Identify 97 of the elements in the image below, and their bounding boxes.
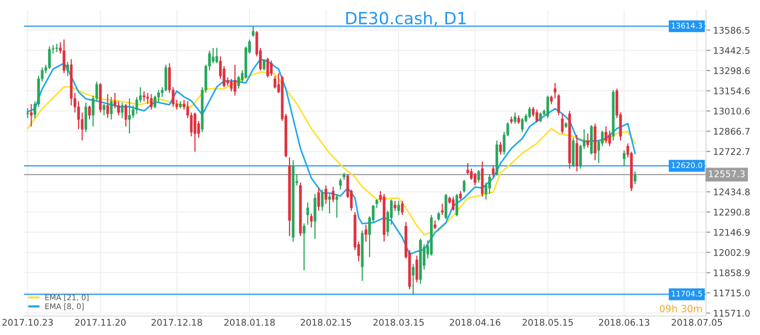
candlestick (306, 202, 310, 226)
candlestick (150, 94, 153, 110)
candlestick (560, 113, 564, 134)
candlestick (102, 103, 106, 116)
x-tick-label: 2018.02.15 (300, 318, 351, 326)
candlestick (339, 178, 342, 190)
candlestick (66, 61, 69, 77)
candlestick (146, 92, 150, 105)
line-series (26, 71, 636, 236)
candlestick (364, 224, 368, 242)
candlestick (215, 47, 218, 64)
candlestick (492, 165, 495, 178)
candlestick (462, 179, 466, 194)
candlestick (514, 112, 516, 124)
x-tick-label: 2018.05.15 (522, 318, 573, 326)
candlestick (310, 212, 313, 228)
candlestick (452, 196, 455, 212)
y-tick-label: 13586.5 (714, 26, 750, 34)
candlestick (262, 58, 266, 71)
x-tick-label: 2018.03.15 (373, 318, 424, 326)
candlestick (324, 184, 328, 204)
candlestick (302, 222, 306, 271)
candlestick (456, 193, 458, 217)
y-tick-label: 12866.7 (714, 128, 750, 135)
candlestick (120, 102, 124, 119)
candlestick (634, 170, 636, 185)
x-tick-label: 2018.01.18 (224, 318, 275, 326)
ref-line-label: 12557.3 (709, 170, 745, 178)
y-tick-label: 11858.9 (714, 269, 750, 276)
candlestick (536, 109, 538, 123)
y-tick-label: 12434.8 (714, 188, 750, 196)
x-tick-label: 2017.12.18 (152, 318, 202, 326)
candlestick (604, 126, 608, 144)
candlestick (317, 188, 320, 212)
x-tick-label: 2017.10.23 (2, 318, 53, 326)
candlestick (576, 134, 578, 172)
candlestick (466, 162, 470, 175)
y-tick-label: 12002.9 (714, 249, 750, 256)
y-tick-label: 13154.6 (714, 87, 750, 94)
candlestick (84, 102, 88, 133)
candlestick (532, 106, 535, 118)
x-tick-label: 2018.04.16 (450, 318, 500, 326)
y-tick-label: 12290.8 (714, 208, 750, 216)
candlestick (48, 46, 51, 70)
x-tick-label: 2018.07.05 (672, 318, 722, 326)
candlestick (234, 64, 236, 96)
candlestick (440, 203, 444, 216)
candlestick (62, 38, 66, 74)
candlestick (520, 118, 524, 133)
candlestick (30, 103, 33, 128)
candlestick (622, 150, 626, 166)
candlestick (128, 98, 131, 134)
candlestick (230, 78, 233, 92)
candlestick (539, 112, 542, 123)
y-tick-label: 11715.0 (714, 290, 750, 296)
candlestick (314, 193, 316, 240)
candlestick (320, 189, 324, 212)
y-tick-label: 13010.6 (714, 108, 750, 115)
y-tick-label: 13298.6 (714, 67, 750, 74)
candlestick (397, 200, 400, 216)
candlestick (26, 108, 29, 119)
candlestick (274, 75, 276, 90)
y-tick-label: 11571.0 (714, 310, 750, 317)
candlestick (528, 106, 531, 119)
candlestick (55, 43, 58, 53)
candlestick (608, 130, 611, 147)
chart-title: DE30.cash, D1 (346, 12, 466, 26)
candlestick (142, 90, 146, 102)
candlestick (400, 200, 404, 216)
candlestick (124, 103, 128, 128)
candlestick (212, 47, 214, 64)
candlestick (270, 60, 273, 77)
candlestick (110, 96, 113, 120)
candlestick (415, 255, 418, 283)
candlestick (332, 186, 335, 203)
candlestick (412, 264, 415, 295)
candlestick (444, 193, 448, 220)
candlestick (266, 57, 270, 78)
y-tick-label: 13442.5 (714, 47, 750, 54)
candlestick (499, 141, 502, 156)
candlestick (252, 26, 254, 38)
annotation: 09h 30m (660, 304, 702, 312)
candlestick (88, 104, 91, 120)
x-tick-label: 2018.06.13 (598, 318, 650, 326)
candlestick (546, 95, 550, 119)
y-tick-label: 12146.9 (714, 228, 750, 236)
candlestick (328, 193, 331, 214)
candlestick (477, 169, 480, 184)
candlestick (474, 172, 476, 186)
candlestick (106, 94, 109, 119)
candlestick (335, 193, 338, 218)
candlestick (394, 200, 396, 212)
candlestick (194, 112, 196, 152)
candlestick (586, 132, 590, 148)
x-tick-label: 2017.11.20 (75, 318, 126, 326)
y-tick-label: 12722.7 (714, 148, 750, 155)
candlestick (135, 96, 138, 114)
